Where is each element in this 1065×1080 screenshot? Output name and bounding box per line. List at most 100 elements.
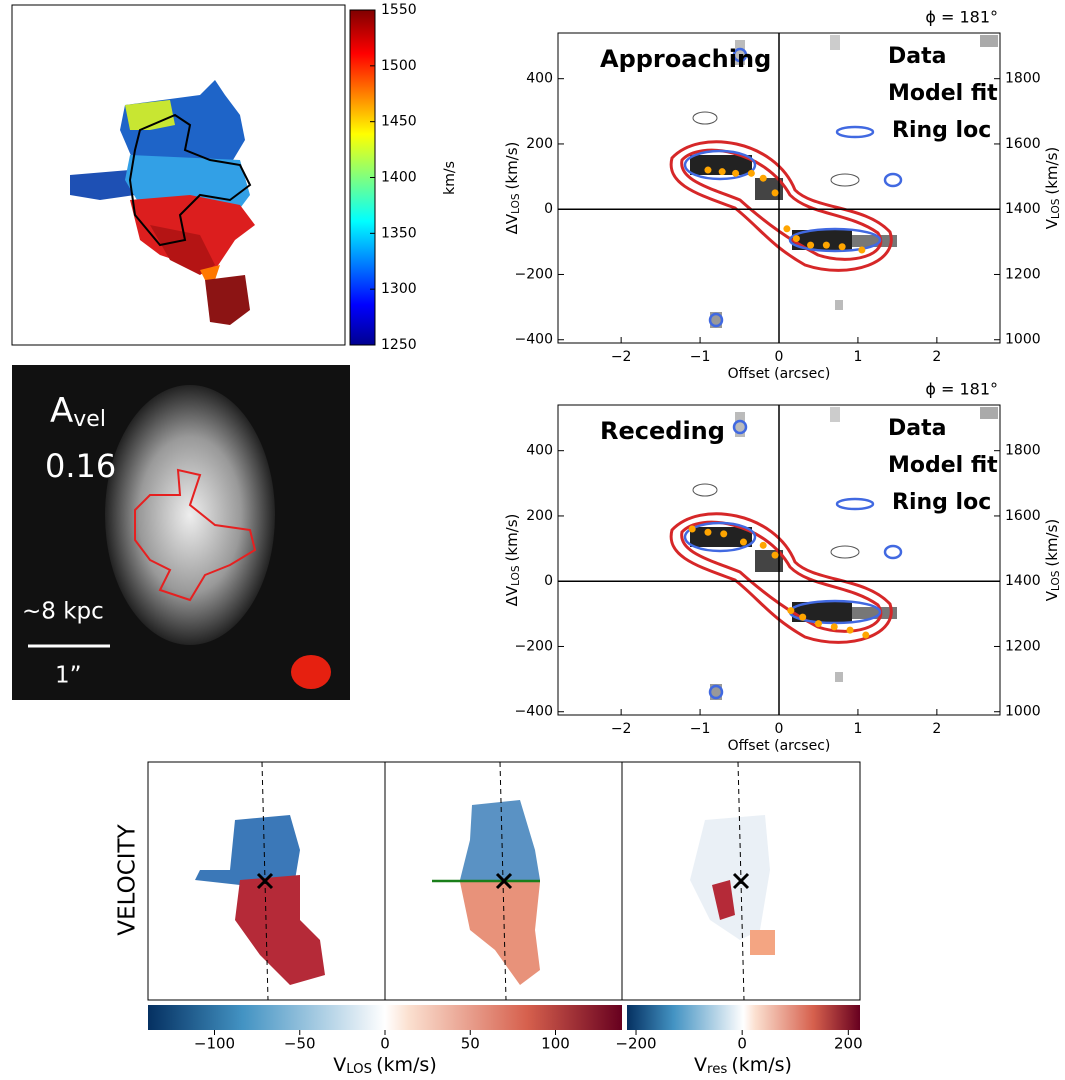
y2-tick-label: 1200 <box>1005 638 1041 654</box>
colorbar <box>627 1005 860 1030</box>
label-main: V <box>1043 590 1061 601</box>
ring-point <box>787 607 795 615</box>
ring-point <box>759 174 767 182</box>
asym-sub: vel <box>73 407 106 432</box>
x-tick-label: 2 <box>932 721 941 737</box>
label-unit: (km/s) <box>1043 147 1061 195</box>
x-tick-label: −2 <box>611 349 632 365</box>
y2-tick-label: 1800 <box>1005 443 1041 459</box>
colorbar-tick-label: 0 <box>380 1035 390 1053</box>
galaxy <box>105 385 275 645</box>
ring-point <box>771 551 779 559</box>
ring-point <box>783 225 791 233</box>
colorbar-tick-label: 200 <box>834 1035 863 1053</box>
y2-tick-label: 1200 <box>1005 266 1041 282</box>
colorbar-tick-label: 50 <box>461 1035 480 1053</box>
ring-point <box>814 620 822 628</box>
y2-tick-label: 1400 <box>1005 573 1041 589</box>
colorbar-tick-label: 1550 <box>381 2 417 18</box>
colorbar-tick-label: 0 <box>737 1035 747 1053</box>
panel-title: Receding <box>600 417 725 445</box>
x-axis-label: Offset (arcsec) <box>728 738 831 754</box>
colorbar-tick-label: 1300 <box>381 281 417 297</box>
ring-point <box>862 631 870 639</box>
phi-label: ϕ = 181° <box>925 380 998 399</box>
label-main: V <box>694 1054 707 1076</box>
ring-point <box>838 243 846 251</box>
axis-label: VLOS (km/s) <box>1043 147 1063 230</box>
label-sub: LOS <box>510 193 522 214</box>
x-tick-label: −1 <box>690 721 711 737</box>
colorbar-tick-label: 1250 <box>381 337 417 353</box>
y-tick-label: 0 <box>544 573 553 589</box>
ring-point <box>704 528 712 536</box>
colorbar <box>148 1005 622 1030</box>
axis-label: VLOS (km/s) <box>1043 519 1063 602</box>
asym-label: Avel <box>50 391 106 433</box>
colorbar-tick-label: −200 <box>615 1035 656 1053</box>
y-tick-label: −200 <box>515 266 553 282</box>
asym-main: A <box>50 391 73 431</box>
ring-point <box>747 169 755 177</box>
y-tick-label: −400 <box>515 704 553 720</box>
label-unit: (km/s) <box>731 1054 792 1076</box>
colorbar-tick-label: 1350 <box>381 225 417 241</box>
ring-point <box>688 525 696 533</box>
y2-tick-label: 1000 <box>1005 704 1041 720</box>
axis-label: VLOS (km/s) <box>333 1054 436 1078</box>
ring-point <box>822 241 830 249</box>
legend-label: Data <box>888 416 946 441</box>
pv-contours <box>669 405 1000 702</box>
y2-tick-label: 1800 <box>1005 71 1041 87</box>
x-tick-label: −1 <box>690 349 711 365</box>
contour <box>134 468 257 602</box>
legend-label: Ring loc <box>892 490 991 515</box>
colorbar-tick-label: 100 <box>541 1035 570 1053</box>
legend-label: Model fit <box>888 81 998 106</box>
y-tick-label: 400 <box>526 71 553 87</box>
panel-ylabel: VELOCITY <box>115 823 141 935</box>
ring-point <box>720 530 728 538</box>
label-sub: LOS <box>346 1062 372 1077</box>
ring-point <box>704 166 712 174</box>
velocity-panels <box>147 761 861 1001</box>
x-tick-label: −2 <box>611 721 632 737</box>
label-sub: res <box>707 1062 727 1077</box>
ring-point <box>830 623 838 631</box>
legend-label: Model fit <box>888 453 998 478</box>
x-tick-label: 1 <box>853 721 862 737</box>
y2-tick-label: 1400 <box>1005 201 1041 217</box>
axis-label: ΔVLOS (km/s) <box>503 514 523 607</box>
y-tick-label: 200 <box>526 508 553 524</box>
beam <box>291 655 331 689</box>
label-unit: (km/s) <box>1043 519 1061 567</box>
y-tick-label: −200 <box>515 638 553 654</box>
ring-point <box>732 169 740 177</box>
ring-point <box>739 538 747 546</box>
y2-tick-label: 1000 <box>1005 332 1041 348</box>
colorbar-tick-label: 1400 <box>381 170 417 186</box>
ring-point <box>792 235 800 243</box>
label-sub: LOS <box>1050 570 1062 591</box>
label-unit: (km/s) <box>503 514 521 562</box>
x-tick-label: 2 <box>932 349 941 365</box>
y-tick-label: 0 <box>544 201 553 217</box>
x-tick-label: 0 <box>775 721 784 737</box>
legend-label: Data <box>888 44 946 69</box>
y-tick-label: 400 <box>526 443 553 459</box>
x-tick-label: 1 <box>853 349 862 365</box>
ring-point <box>718 168 726 176</box>
label-main: V <box>1043 218 1061 229</box>
label-unit: (km/s) <box>503 142 521 190</box>
scale-label: ~8 kpc <box>22 599 104 625</box>
label-main: V <box>333 1054 346 1076</box>
y2-tick-label: 1600 <box>1005 136 1041 152</box>
ring-point <box>807 241 815 249</box>
label-sub: LOS <box>1050 198 1062 219</box>
phi-label: ϕ = 181° <box>925 8 998 27</box>
colorbar-tick-label: 1450 <box>381 114 417 130</box>
colorbar-tick-label: 1500 <box>381 58 417 74</box>
axis-label: Vres (km/s) <box>694 1054 792 1078</box>
ring-point <box>846 626 854 634</box>
